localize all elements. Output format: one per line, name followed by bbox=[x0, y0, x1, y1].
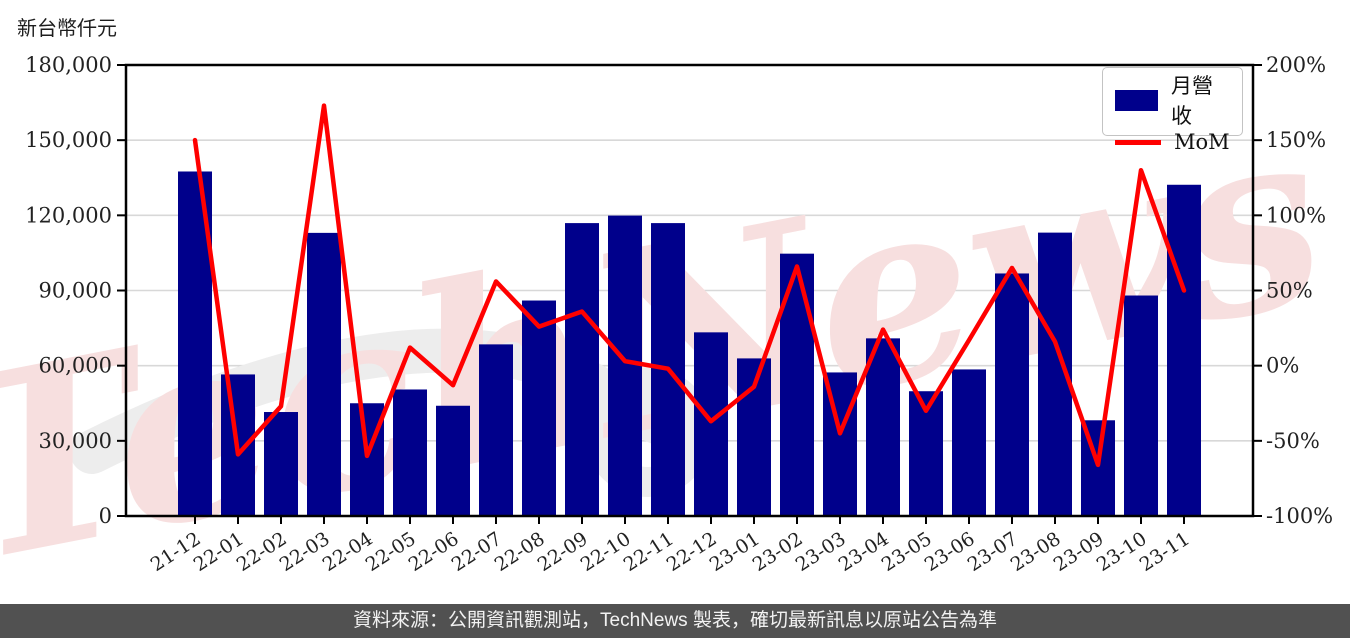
left-axis-tick-label: 90,000 bbox=[39, 279, 112, 303]
x-axis-tick-label: 23-11 bbox=[1136, 528, 1194, 576]
left-axis-tick-label: 150,000 bbox=[25, 128, 112, 152]
left-axis-tick-label: 0 bbox=[99, 504, 112, 528]
revenue-bar bbox=[522, 300, 556, 516]
revenue-bar bbox=[1167, 184, 1201, 516]
revenue-bar bbox=[307, 232, 341, 516]
right-axis-tick-label: -50% bbox=[1266, 429, 1320, 453]
revenue-bar bbox=[866, 338, 900, 516]
revenue-bar bbox=[436, 405, 470, 516]
revenue-bar bbox=[694, 332, 728, 516]
revenue-bar bbox=[393, 389, 427, 516]
legend: 月營收 MoM bbox=[1102, 67, 1243, 154]
right-axis-tick-label: 100% bbox=[1266, 203, 1326, 227]
right-axis-tick-label: 0% bbox=[1266, 354, 1299, 378]
mom-legend-label: MoM bbox=[1174, 130, 1230, 154]
source-footer: 資料來源：公開資訊觀測站，TechNews 製表，確切最新訊息以原站公告為準 bbox=[0, 604, 1350, 638]
revenue-bar bbox=[952, 369, 986, 516]
revenue-legend-label: 月營收 bbox=[1171, 74, 1214, 128]
left-axis-unit-label: 新台幣仟元 bbox=[17, 16, 117, 40]
chart-plot: TechNews180,000150,000120,00090,00060,00… bbox=[0, 53, 1345, 604]
revenue-bar bbox=[264, 412, 298, 516]
right-axis-tick-label: 50% bbox=[1266, 279, 1313, 303]
revenue-bar bbox=[565, 223, 599, 516]
left-axis-tick-label: 120,000 bbox=[25, 203, 112, 227]
revenue-bar bbox=[780, 253, 814, 516]
right-axis-tick-label: 200% bbox=[1266, 53, 1326, 77]
left-axis-tick-label: 180,000 bbox=[25, 53, 112, 77]
revenue-bar bbox=[995, 273, 1029, 516]
revenue-bar bbox=[479, 344, 513, 516]
legend-item-mom: MoM bbox=[1115, 130, 1230, 154]
right-axis-tick-label: 150% bbox=[1266, 128, 1326, 152]
revenue-swatch bbox=[1115, 89, 1159, 111]
mom-swatch bbox=[1115, 139, 1161, 145]
legend-item-revenue: 月營收 bbox=[1115, 70, 1230, 130]
revenue-bar bbox=[1124, 295, 1158, 516]
mom-line bbox=[192, 103, 1187, 468]
left-axis-tick-label: 30,000 bbox=[39, 429, 112, 453]
revenue-bar bbox=[608, 215, 642, 516]
left-axis-tick-label: 60,000 bbox=[39, 354, 112, 378]
right-axis-tick-label: -100% bbox=[1266, 504, 1333, 528]
